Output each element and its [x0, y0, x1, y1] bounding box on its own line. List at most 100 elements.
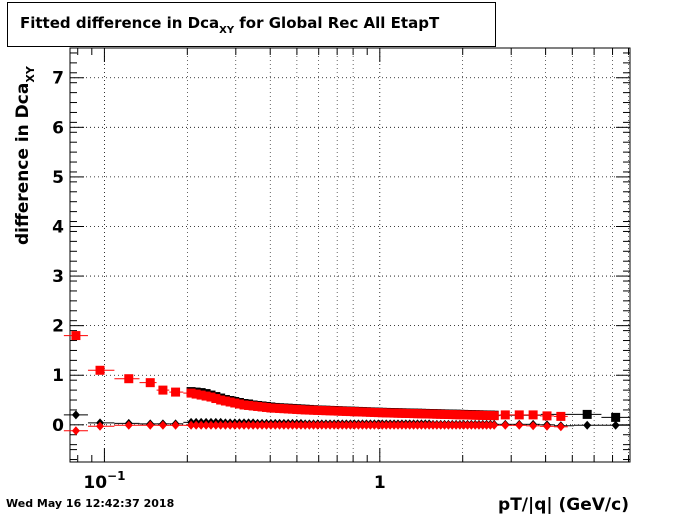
data-point-square — [239, 400, 249, 410]
chart-title-rest: for Global Rec All EtapT — [234, 14, 440, 32]
data-point-diamond — [354, 420, 363, 430]
data-point-diamond — [342, 420, 351, 430]
data-point-diamond — [187, 420, 196, 430]
data-point-diamond — [202, 420, 211, 430]
series-3 — [63, 420, 568, 436]
chart-title-subscript: XY — [219, 25, 235, 36]
y-tick-label: 7 — [52, 69, 64, 89]
data-point-diamond — [334, 420, 343, 430]
data-point-square — [542, 411, 552, 421]
y-tick-label: 2 — [52, 317, 64, 337]
y-tick-label: 6 — [52, 118, 64, 138]
data-layer — [63, 331, 630, 436]
data-point-diamond — [309, 420, 318, 430]
timestamp-footer: Wed May 16 12:42:37 2018 — [6, 497, 175, 510]
data-point-diamond — [346, 420, 355, 430]
data-point-square — [230, 398, 240, 408]
data-point-square — [528, 410, 538, 420]
data-point-square — [514, 410, 524, 420]
data-point-diamond — [296, 420, 305, 430]
y-axis-label-subscript: XY — [24, 65, 37, 82]
data-point-diamond — [158, 420, 167, 430]
data-point-diamond — [288, 420, 297, 430]
data-point-diamond — [330, 420, 339, 430]
axes-layer: 0 1 2 3 4 5 6 7 10−1 1 — [52, 47, 631, 493]
data-point-square — [186, 388, 196, 398]
data-point-diamond — [556, 422, 565, 432]
data-point-diamond — [271, 420, 280, 430]
chart-title: Fitted difference in DcaXY for Global Re… — [20, 14, 439, 36]
data-point-diamond — [305, 420, 314, 430]
grid-layer — [70, 48, 630, 462]
data-point-square — [71, 331, 81, 341]
data-point-diamond — [258, 420, 267, 430]
data-point-square — [124, 374, 134, 384]
chart-title-box: Fitted difference in DcaXY for Global Re… — [7, 2, 496, 47]
y-tick-label: 5 — [52, 168, 64, 188]
data-point-diamond — [235, 420, 244, 430]
y-tick-label: 4 — [52, 217, 64, 237]
data-point-diamond — [279, 420, 288, 430]
data-point-diamond — [301, 420, 310, 430]
y-tick-label: 1 — [52, 366, 64, 386]
data-point-diamond — [171, 420, 180, 430]
data-point-square — [206, 392, 216, 402]
data-point-diamond — [221, 420, 230, 430]
data-point-square — [145, 378, 155, 388]
data-point-diamond — [244, 420, 253, 430]
series-1 — [63, 331, 568, 421]
data-point-diamond — [611, 420, 620, 430]
data-point-square — [234, 399, 244, 409]
data-point-square — [201, 391, 211, 401]
data-point-diamond — [240, 420, 249, 430]
data-point-square — [582, 409, 592, 419]
y-axis-label-main: difference in Dca — [13, 83, 33, 245]
data-point-diamond — [206, 420, 215, 430]
x-tick-label: 1 — [374, 473, 386, 493]
data-point-square — [196, 390, 206, 400]
data-point-diamond — [501, 420, 510, 430]
data-point-diamond — [284, 420, 293, 430]
data-point-diamond — [313, 420, 322, 430]
data-point-diamond — [146, 420, 155, 430]
y-axis-label: difference in DcaXY — [13, 65, 37, 245]
data-point-diamond — [326, 420, 335, 430]
plot-frame — [69, 47, 631, 463]
x-axis-label: pT/|q| (GeV/c) — [498, 495, 629, 514]
data-point-square — [556, 411, 566, 421]
data-point-square — [500, 410, 510, 420]
data-point-diamond — [71, 410, 80, 420]
data-point-square — [216, 395, 226, 405]
data-point-square — [211, 394, 221, 404]
data-point-diamond — [230, 420, 239, 430]
data-point-square — [244, 400, 254, 410]
data-point-diamond — [292, 420, 301, 430]
data-point-square — [225, 397, 235, 407]
data-point-diamond — [216, 420, 225, 430]
data-point-diamond — [583, 420, 592, 430]
data-point-diamond — [529, 421, 538, 431]
data-point-diamond — [124, 420, 133, 430]
data-point-square — [158, 385, 168, 395]
data-point-square — [220, 396, 230, 406]
data-point-square — [248, 401, 258, 411]
data-point-diamond — [226, 420, 235, 430]
data-point-diamond — [71, 426, 80, 436]
data-point-diamond — [275, 420, 284, 430]
data-point-square — [171, 387, 181, 397]
data-point-diamond — [211, 420, 220, 430]
data-point-diamond — [542, 421, 551, 431]
data-point-diamond — [192, 420, 201, 430]
data-point-square — [191, 389, 201, 399]
data-point-diamond — [350, 420, 359, 430]
data-point-diamond — [197, 420, 206, 430]
data-point-square — [489, 411, 499, 421]
data-point-diamond — [266, 420, 275, 430]
data-point-diamond — [317, 420, 326, 430]
x-tick-label: 10−1 — [83, 469, 125, 493]
data-point-square — [611, 412, 621, 422]
y-tick-label: 3 — [52, 267, 64, 287]
data-point-diamond — [262, 420, 271, 430]
data-point-square — [95, 365, 105, 375]
